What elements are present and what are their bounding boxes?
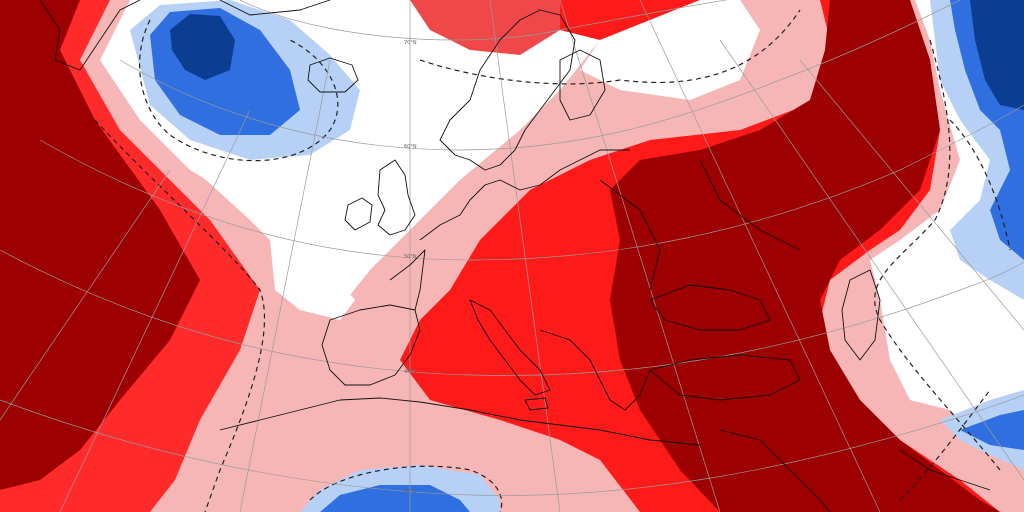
contour-atlantic-west bbox=[94, 119, 266, 512]
coast-ireland bbox=[344, 197, 373, 231]
latitude-labels: 70°N 60°N 50°N 40°N 30°N bbox=[404, 40, 417, 495]
warm-anomaly-west-atlantic bbox=[0, 0, 380, 512]
coast-black-sea bbox=[649, 284, 771, 331]
coast-finland bbox=[559, 49, 606, 121]
parallel-30n bbox=[0, 394, 1024, 496]
meridian-i bbox=[799, 59, 1024, 331]
lat-label-60n: 60°N bbox=[404, 144, 417, 150]
meridian-f bbox=[559, 0, 721, 512]
meridian-g bbox=[639, 0, 881, 512]
coastlines bbox=[39, 0, 991, 512]
meridian-c bbox=[59, 109, 251, 512]
coast-turkey bbox=[649, 354, 801, 401]
warm-mid-scandinavia bbox=[410, 0, 560, 55]
contour-northeast-blue bbox=[949, 119, 1011, 251]
coast-persian-gulf bbox=[899, 449, 991, 491]
cold-strong-greenland bbox=[170, 14, 235, 80]
coast-france bbox=[389, 249, 426, 311]
neutral-caspian-east bbox=[880, 250, 1010, 410]
cold-anomaly-greenland bbox=[130, 0, 360, 160]
contour-east bbox=[874, 39, 1001, 471]
lat-label-40n: 40°N bbox=[404, 369, 417, 375]
neutral-north-atlantic bbox=[100, 30, 400, 260]
cold-strong-northeast bbox=[970, 0, 1024, 110]
coast-europe-west bbox=[419, 149, 630, 241]
coast-iberia bbox=[321, 304, 421, 386]
contour-north-band bbox=[419, 9, 801, 85]
parallel-40n bbox=[0, 249, 1024, 376]
coast-iceland bbox=[307, 57, 359, 93]
parallel-70n bbox=[239, 0, 729, 41]
coast-caspian bbox=[841, 269, 881, 361]
meridian-e bbox=[489, 0, 561, 512]
contour-greenland bbox=[139, 19, 339, 162]
meridian-b bbox=[239, 59, 331, 512]
warm-extreme-west bbox=[0, 0, 200, 490]
border-east-europe bbox=[599, 159, 801, 291]
parallel-50n bbox=[39, 104, 1024, 261]
warm-anomaly-europe bbox=[300, 0, 1024, 512]
coast-italy bbox=[469, 299, 551, 396]
lat-label-70n: 70°N bbox=[404, 40, 417, 46]
meridian-h bbox=[719, 39, 1024, 481]
cold-anomaly-sahara bbox=[300, 465, 500, 512]
coast-greenland bbox=[39, 0, 331, 71]
coast-britain bbox=[377, 159, 416, 236]
warm-extreme-east bbox=[610, 0, 1000, 512]
lat-label-50n: 50°N bbox=[404, 254, 417, 260]
neutral-biscay-gap bbox=[270, 240, 355, 320]
coast-balkans bbox=[539, 329, 651, 411]
lat-label-30n: 30°N bbox=[404, 489, 417, 495]
cold-mid-southeast bbox=[960, 410, 1024, 450]
parallel-60n bbox=[119, 0, 961, 151]
coast-scandinavia bbox=[439, 9, 576, 171]
neutral-anomaly-areas bbox=[100, 0, 1010, 410]
coast-sicily bbox=[524, 397, 549, 411]
cold-mid-sahara bbox=[320, 485, 470, 512]
neutral-norwegian-sea bbox=[330, 0, 460, 180]
meridian-d bbox=[0, 169, 171, 421]
coast-middle-east bbox=[719, 429, 831, 512]
coast-north-africa bbox=[219, 397, 701, 446]
